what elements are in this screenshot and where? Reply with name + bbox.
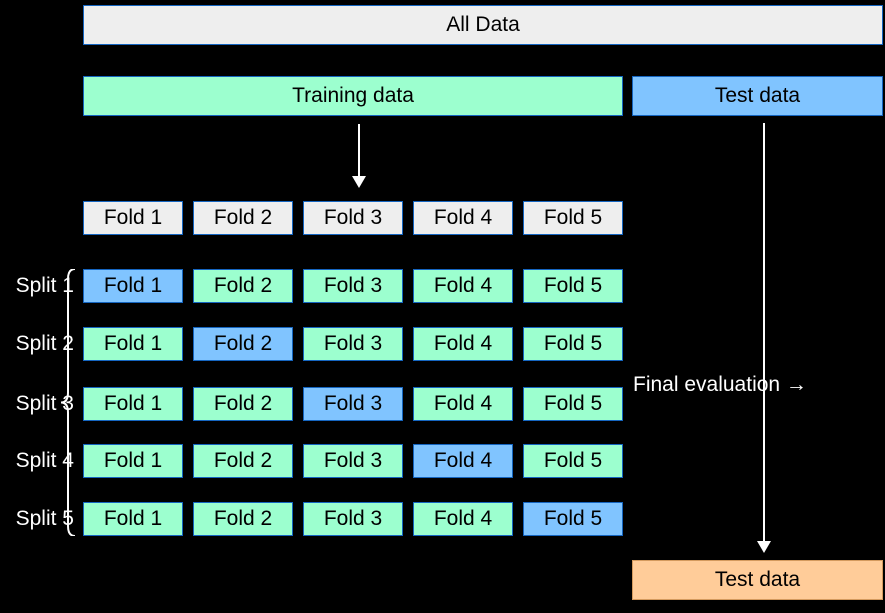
fold-header-2: Fold 2 — [193, 201, 293, 235]
split-1-fold-3: Fold 3 — [303, 269, 403, 303]
split-5-fold-1: Fold 1 — [83, 502, 183, 536]
split-1-fold-4: Fold 4 — [413, 269, 513, 303]
split-2-fold-1: Fold 1 — [83, 327, 183, 361]
all-data-box: All Data — [83, 5, 883, 45]
split-1-fold-1: Fold 1 — [83, 269, 183, 303]
split-1-fold-5: Fold 5 — [523, 269, 623, 303]
split-5-fold-4: Fold 4 — [413, 502, 513, 536]
split-3-fold-1: Fold 1 — [83, 387, 183, 421]
split-5-fold-5: Fold 5 — [523, 502, 623, 536]
split-3-fold-3: Fold 3 — [303, 387, 403, 421]
training-data-box: Training data — [83, 76, 623, 116]
fold-header-3: Fold 3 — [303, 201, 403, 235]
fold-header-1: Fold 1 — [83, 201, 183, 235]
split-2-fold-5: Fold 5 — [523, 327, 623, 361]
cv-diagram: All DataTraining dataTest dataFold 1Fold… — [0, 0, 885, 613]
split-5-fold-3: Fold 3 — [303, 502, 403, 536]
fold-header-5: Fold 5 — [523, 201, 623, 235]
arrow-test-to-final — [757, 123, 771, 553]
split-3-fold-2: Fold 2 — [193, 387, 293, 421]
split-2-fold-2: Fold 2 — [193, 327, 293, 361]
split-1-fold-2: Fold 2 — [193, 269, 293, 303]
split-4-fold-5: Fold 5 — [523, 444, 623, 478]
split-3-fold-4: Fold 4 — [413, 387, 513, 421]
fold-header-4: Fold 4 — [413, 201, 513, 235]
split-4-fold-1: Fold 1 — [83, 444, 183, 478]
split-3-fold-5: Fold 5 — [523, 387, 623, 421]
brace-icon — [61, 269, 75, 536]
split-4-fold-4: Fold 4 — [413, 444, 513, 478]
arrow-training-to-folds — [352, 124, 366, 188]
split-4-fold-2: Fold 2 — [193, 444, 293, 478]
test-data-box: Test data — [632, 76, 883, 116]
split-4-fold-3: Fold 3 — [303, 444, 403, 478]
split-2-fold-4: Fold 4 — [413, 327, 513, 361]
split-2-fold-3: Fold 3 — [303, 327, 403, 361]
split-5-fold-2: Fold 2 — [193, 502, 293, 536]
final-test-data-box: Test data — [632, 560, 883, 600]
final-evaluation-label: Final evaluation → — [633, 373, 807, 397]
